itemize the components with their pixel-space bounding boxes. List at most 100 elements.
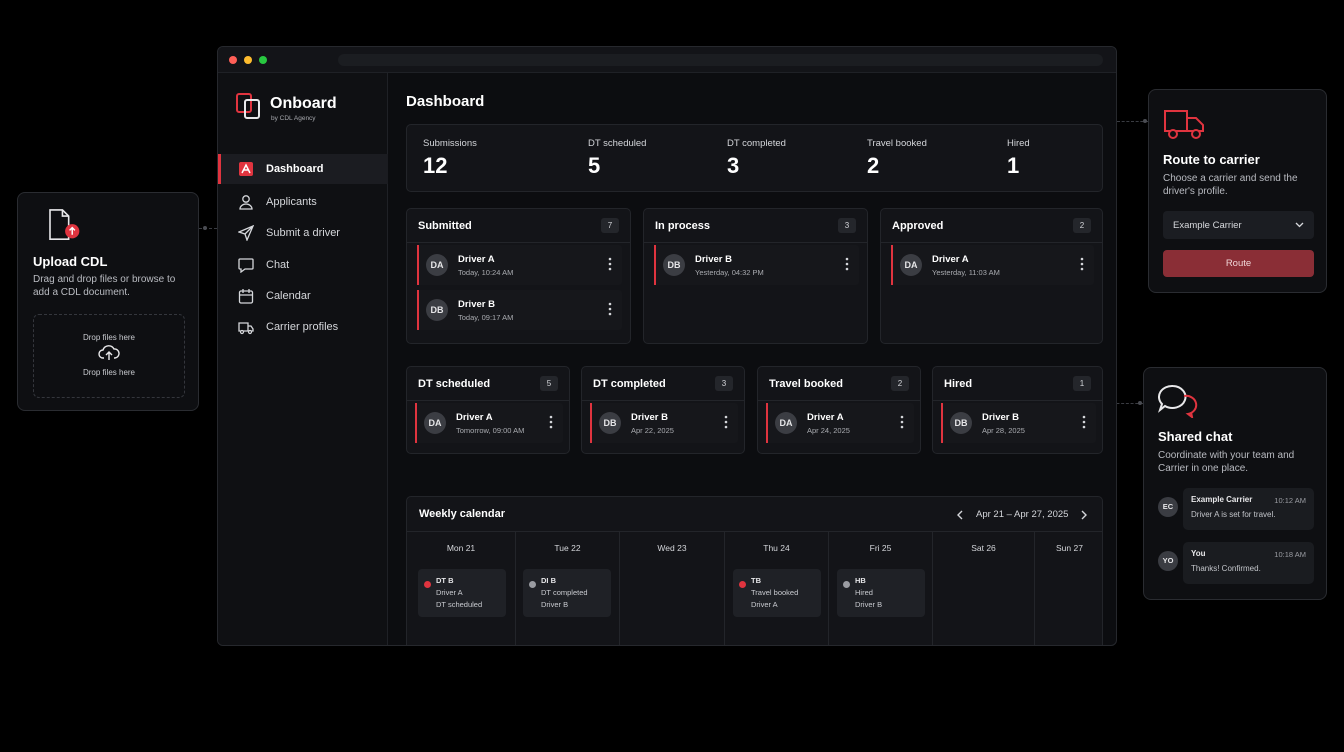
document-upload-icon <box>49 209 80 241</box>
applicant-card[interactable]: DB Driver B Today, 09:17 AM <box>417 290 622 330</box>
column-title: DT scheduled <box>418 378 491 390</box>
applicant-name: Driver A <box>932 254 969 265</box>
calendar-day[interactable]: Mon 21 <box>407 531 516 645</box>
applicant-card[interactable]: DA Driver A Today, 10:24 AM <box>417 245 622 285</box>
connector-dot <box>1138 401 1142 405</box>
nav-calendar[interactable]: Calendar <box>218 281 388 311</box>
chevron-right-icon[interactable] <box>1079 509 1089 521</box>
calendar-event[interactable]: DI B DT completed Driver B <box>523 569 611 617</box>
onboard-logo-icon <box>236 93 260 119</box>
carrier-select[interactable]: Example Carrier <box>1163 211 1314 239</box>
connector-upload <box>199 228 217 229</box>
sidebar: Onboard by CDL Agency Dashboard Applican… <box>218 73 388 645</box>
calendar-day[interactable]: Sat 26 <box>933 531 1035 645</box>
calendar-day[interactable]: Fri 25 <box>829 531 933 645</box>
calendar-event[interactable]: DT B Driver A DT scheduled <box>418 569 506 617</box>
calendar-event[interactable]: TB Travel booked Driver A <box>733 569 821 617</box>
calendar-icon <box>238 289 254 304</box>
applicant-card[interactable]: DB Driver B Apr 22, 2025 <box>590 403 738 443</box>
chat-message: EC Example Carrier 10:12 AM Driver A is … <box>1158 488 1316 530</box>
event-code: DI B <box>541 576 556 585</box>
minimize-window-button[interactable] <box>244 56 252 64</box>
app-window: Onboard by CDL Agency Dashboard Applican… <box>217 46 1117 646</box>
nav-label: Applicants <box>266 196 317 208</box>
send-icon <box>238 225 254 241</box>
shared-chat-title: Shared chat <box>1158 429 1233 444</box>
applicant-name: Driver B <box>458 299 495 310</box>
calendar-event[interactable]: HB Hired Driver B <box>837 569 925 617</box>
calendar-day[interactable]: Tue 22 <box>516 531 620 645</box>
applicant-name: Driver A <box>456 412 493 423</box>
column-count-badge: 3 <box>715 376 733 391</box>
more-options-icon[interactable] <box>608 302 612 316</box>
connector-route <box>1117 121 1148 122</box>
stat-label: Travel booked <box>867 138 927 149</box>
more-options-icon[interactable] <box>724 415 728 429</box>
column-dt-scheduled: DT scheduled 5 DA Driver A Tomorrow, 09:0… <box>406 366 570 454</box>
stat-value: 3 <box>727 153 740 178</box>
day-label: Mon 21 <box>446 543 476 553</box>
stat-dt-scheduled: DT scheduled 5 <box>588 138 646 179</box>
avatar: DB <box>663 254 685 276</box>
drop-zone[interactable]: Drop files here Drop files here <box>33 314 185 398</box>
applicant-time: Yesterday, 11:03 AM <box>932 268 1000 277</box>
weekly-calendar: Weekly calendar Apr 21 – Apr 27, 2025 Mo… <box>406 496 1103 645</box>
shared-chat-card: Shared chat Coordinate with your team an… <box>1143 367 1327 600</box>
nav-label: Carrier profiles <box>266 321 339 333</box>
calendar-range: Apr 21 – Apr 27, 2025 <box>976 509 1069 520</box>
avatar: YO <box>1158 551 1178 571</box>
event-line: Hired <box>855 588 873 597</box>
more-options-icon[interactable] <box>845 257 849 271</box>
maximize-window-button[interactable] <box>259 56 267 64</box>
more-options-icon[interactable] <box>608 257 612 271</box>
nav-chat[interactable]: Chat <box>218 250 388 280</box>
stat-submissions: Submissions 12 <box>423 138 477 179</box>
applicant-card[interactable]: DB Driver B Apr 28, 2025 <box>941 403 1096 443</box>
cloud-upload-icon <box>98 345 120 360</box>
column-in-process: In process 3 DB Driver B Yesterday, 04:32… <box>643 208 868 344</box>
message-sender: Example Carrier <box>1191 495 1253 504</box>
message-time: 10:18 AM <box>1274 550 1306 559</box>
applicant-card[interactable]: DA Driver A Apr 24, 2025 <box>766 403 914 443</box>
more-options-icon[interactable] <box>1080 257 1084 271</box>
route-description: Choose a carrier and send the driver's p… <box>1163 173 1298 197</box>
applicant-time: Yesterday, 04:32 PM <box>695 268 764 277</box>
applicant-time: Apr 24, 2025 <box>807 426 850 435</box>
day-label: Tue 22 <box>554 543 581 553</box>
close-window-button[interactable] <box>229 56 237 64</box>
status-dot <box>529 581 536 588</box>
event-line: DT scheduled <box>436 600 483 609</box>
calendar-day[interactable]: Wed 23 <box>620 531 725 645</box>
address-bar[interactable] <box>338 54 1103 66</box>
stat-dt-completed: DT completed 3 <box>727 138 786 179</box>
column-count-badge: 7 <box>601 218 619 233</box>
applicant-name: Driver A <box>458 254 495 265</box>
connector-dot <box>1143 119 1147 123</box>
applicant-card[interactable]: DA Driver A Yesterday, 11:03 AM <box>891 245 1094 285</box>
applicant-time: Tomorrow, 09:00 AM <box>456 426 525 435</box>
nav-carrier-profiles[interactable]: Carrier profiles <box>218 312 388 342</box>
nav-dashboard[interactable]: Dashboard <box>218 154 388 184</box>
carrier-select-value: Example Carrier <box>1173 220 1242 231</box>
avatar: DA <box>775 412 797 434</box>
nav-submit-driver[interactable]: Submit a driver <box>218 218 388 248</box>
more-options-icon[interactable] <box>900 415 904 429</box>
column-dt-completed: DT completed 3 DB Driver B Apr 22, 2025 <box>581 366 745 454</box>
route-button[interactable]: Route <box>1163 250 1314 277</box>
more-options-icon[interactable] <box>549 415 553 429</box>
applicant-card[interactable]: DA Driver A Tomorrow, 09:00 AM <box>415 403 563 443</box>
nav-applicants[interactable]: Applicants <box>218 187 388 217</box>
more-options-icon[interactable] <box>1082 415 1086 429</box>
column-travel-booked: Travel booked 2 DA Driver A Apr 24, 2025 <box>757 366 921 454</box>
calendar-day[interactable]: Sun 27 <box>1035 531 1102 645</box>
event-code: HB <box>855 576 866 585</box>
route-to-carrier-card: Route to carrier Choose a carrier and se… <box>1148 89 1327 293</box>
event-code: DT B <box>436 576 454 585</box>
chevron-left-icon[interactable] <box>955 509 965 521</box>
upload-title: Upload CDL <box>33 254 108 269</box>
applicant-card[interactable]: DB Driver B Yesterday, 04:32 PM <box>654 245 859 285</box>
column-submitted: Submitted 7 DA Driver A Today, 10:24 AM D… <box>406 208 631 344</box>
calendar-day[interactable]: Thu 24 <box>725 531 829 645</box>
status-dot <box>424 581 431 588</box>
chat-message: YO You 10:18 AM Thanks! Confirmed. <box>1158 542 1316 584</box>
